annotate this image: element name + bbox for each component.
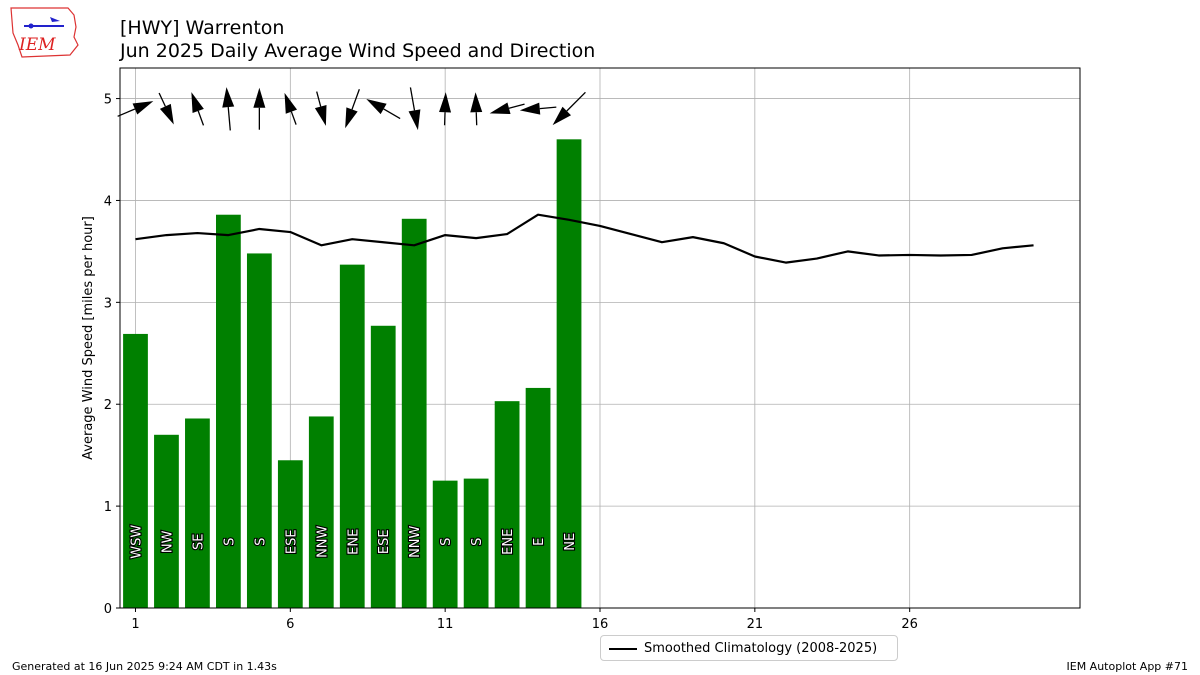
wind-arrow-shaft — [290, 111, 297, 125]
direction-label: S — [470, 538, 485, 546]
bar — [216, 214, 241, 608]
wind-arrow-head — [552, 106, 572, 126]
bar — [308, 416, 334, 608]
y-tick-label: 0 — [104, 602, 112, 617]
footer-generated: Generated at 16 Jun 2025 9:24 AM CDT in … — [12, 660, 277, 673]
climatology-line — [135, 213, 1034, 264]
wind-arrow-shaft — [197, 110, 205, 126]
x-tick-label: 11 — [437, 617, 454, 632]
y-tick-label: 1 — [104, 500, 112, 515]
chart-subtitle: Jun 2025 Daily Average Wind Speed and Di… — [120, 40, 596, 62]
wind-arrow-head — [314, 105, 327, 126]
bar — [525, 387, 551, 608]
direction-label: SE — [191, 534, 206, 550]
wind-arrow-head — [132, 101, 154, 115]
direction-label: NE — [563, 533, 578, 551]
direction-label: ESE — [284, 529, 299, 554]
wind-arrow-shaft — [566, 91, 586, 112]
y-tick-label: 5 — [104, 93, 112, 108]
wind-arrow-shaft — [539, 106, 557, 110]
legend: Smoothed Climatology (2008-2025) — [600, 635, 898, 661]
bar — [246, 253, 272, 608]
wind-arrow-head — [519, 102, 541, 115]
wind-arrow-head — [470, 92, 483, 113]
direction-label: NW — [160, 530, 175, 553]
chart-title: [HWY] Warrenton — [120, 17, 285, 39]
wind-direction-arrows — [117, 87, 586, 131]
x-tick-label: 6 — [286, 617, 294, 632]
direction-label: E — [532, 538, 547, 546]
legend-label: Smoothed Climatology (2008-2025) — [644, 641, 878, 656]
wind-arrow-shaft — [383, 108, 401, 120]
wind-arrow-head — [191, 92, 204, 113]
direction-label: ESE — [377, 529, 392, 554]
direction-labels: WSW NW SE S S ESE NNW ENE ESE NNW S S ENE E NE — [128, 524, 579, 560]
wind-arrow-head — [284, 92, 298, 114]
bar — [277, 460, 303, 608]
direction-label: S — [253, 538, 268, 546]
x-tick-label: 16 — [592, 617, 609, 632]
direction-label: NNW — [408, 525, 423, 557]
direction-label: NNW — [315, 525, 330, 557]
logo-text: IEM — [18, 35, 56, 55]
bar — [154, 434, 179, 608]
direction-label: ENE — [346, 529, 361, 555]
bar — [339, 264, 365, 608]
wind-arrow-head — [253, 87, 266, 108]
wind-arrow-shaft — [158, 92, 166, 107]
bar — [463, 478, 489, 608]
wind-arrow-head — [159, 103, 174, 125]
wind-arrow-shaft — [117, 108, 136, 117]
wind-arrow-head — [366, 98, 387, 115]
bar — [123, 333, 148, 608]
wind-arrow-head — [408, 109, 421, 131]
direction-label: S — [222, 538, 237, 546]
y-tick-label: 4 — [104, 194, 112, 209]
wind-arrow-shaft — [227, 106, 231, 131]
direction-label: WSW — [129, 525, 144, 559]
y-axis-label: Average Wind Speed [miles per hour] — [81, 216, 96, 460]
x-tick-label: 26 — [901, 617, 918, 632]
legend-line-swatch — [609, 648, 637, 650]
x-tick-label: 1 — [131, 617, 139, 632]
wind-arrow-head — [345, 107, 358, 129]
direction-label: S — [439, 538, 454, 546]
bar — [370, 325, 396, 608]
footer-app: IEM Autoplot App #71 — [1066, 660, 1189, 673]
wind-arrow-shaft — [508, 103, 525, 109]
wind-arrow-head — [439, 92, 452, 113]
wind-arrow-head — [222, 87, 235, 108]
wind-arrow-shaft — [316, 91, 322, 107]
bar — [494, 401, 520, 608]
climatology-layer — [135, 213, 1034, 264]
wind-arrow-shaft — [351, 89, 360, 110]
y-tick-label: 2 — [104, 398, 112, 413]
bar — [432, 480, 458, 608]
wind-arrow-head — [489, 102, 511, 115]
wind-arrow-shaft — [409, 87, 416, 111]
x-tick-label: 21 — [747, 617, 764, 632]
bars — [123, 139, 582, 609]
direction-label: ENE — [501, 529, 516, 555]
y-tick-label: 3 — [104, 296, 112, 311]
iem-logo: IEM — [10, 7, 79, 58]
bar — [185, 418, 210, 608]
bar — [401, 218, 427, 608]
